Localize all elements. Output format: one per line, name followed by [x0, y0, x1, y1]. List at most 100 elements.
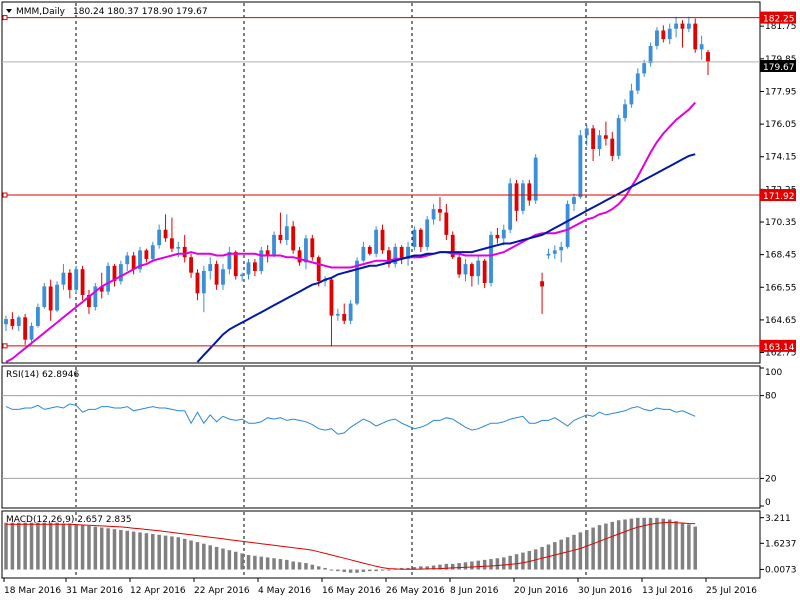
macd-pane[interactable]: 3.211 1.6237 0.0073 MACD(12,26,9) 2.657 2.… [1, 510, 797, 579]
candle-body [603, 135, 608, 139]
macd-bar [693, 526, 697, 570]
candle-body [693, 23, 698, 50]
rsi-tick-label: 100 [765, 368, 782, 378]
price-pane[interactable]: 181.75179.85177.95176.05174.15172.25170.… [1, 1, 797, 364]
price-tick-label: 162.75 [765, 349, 797, 359]
macd-bar [189, 540, 193, 570]
macd-bar [195, 542, 200, 570]
candle-body [48, 286, 53, 311]
candle-body [355, 260, 359, 304]
macd-bar [131, 531, 136, 570]
macd-bar [380, 569, 385, 571]
macd-bar [450, 563, 455, 570]
candle-body [35, 307, 40, 326]
candle-body [80, 269, 85, 296]
price-tick-label: 166.55 [765, 283, 797, 293]
macd-bar [285, 559, 289, 570]
macd-bar [565, 537, 570, 570]
candle-body [623, 104, 627, 119]
time-tick-label: 30 Jun 2016 [578, 586, 632, 596]
macd-bar [297, 562, 302, 570]
macd-bar [99, 527, 104, 570]
time-tick-label: 13 Jul 2016 [642, 586, 693, 596]
macd-bar [304, 563, 308, 570]
candle-body [29, 325, 34, 340]
candle-body [163, 229, 168, 239]
candle-body [284, 226, 289, 241]
candle-body [259, 250, 264, 271]
time-tick-label: 31 Mar 2016 [66, 586, 123, 596]
macd-bar [476, 560, 481, 570]
ohlc-values: 180.24 180.37 178.90 179.67 [73, 7, 208, 17]
macd-bar [233, 551, 238, 570]
candle-body [374, 229, 379, 254]
macd-bar [93, 526, 98, 570]
rsi-title: RSI(14) 62.8946 [6, 370, 79, 380]
price-tick-label: 164.65 [765, 316, 797, 326]
macd-axis: 3.211 1.6237 0.0073 [760, 514, 797, 575]
candle-body [291, 226, 296, 251]
candle-body [521, 183, 525, 211]
candle-body [74, 269, 79, 290]
price-horizontal-levels[interactable]: 182.25 171.92 163.14 [2, 11, 796, 353]
macd-bar [265, 557, 270, 570]
time-tick-label: 16 May 2016 [322, 586, 381, 596]
macd-bar [208, 545, 212, 570]
candle-body [214, 264, 219, 285]
rsi-pane[interactable]: 100 80 20 0 RSI(14) 62.8946 [1, 365, 782, 509]
macd-bar [361, 569, 366, 572]
macd-bar [17, 522, 21, 570]
macd-bar [36, 522, 40, 570]
dropdown-triangle-icon[interactable] [6, 9, 12, 13]
candle-body [393, 246, 398, 265]
macd-bar [29, 522, 34, 570]
rsi-period-separators [75, 367, 587, 507]
macd-bar [291, 561, 295, 570]
candle-body [578, 135, 583, 198]
candle-body [552, 250, 557, 254]
macd-bar [368, 569, 372, 572]
macd-bar [636, 517, 640, 570]
level-price-label: 171.92 [763, 192, 795, 202]
candle-body [642, 63, 647, 74]
macd-bar [463, 562, 468, 570]
macd-bar [246, 555, 251, 570]
level-handle[interactable] [2, 192, 8, 198]
macd-bar [508, 555, 512, 570]
candle-body [304, 238, 308, 263]
macd-tick-label: 3.211 [765, 514, 791, 524]
macd-bar [48, 522, 53, 570]
candle-body [418, 229, 423, 247]
macd-bar [578, 532, 583, 570]
level-price-tag [760, 11, 796, 24]
candle-body [610, 138, 615, 156]
level-handle[interactable] [2, 15, 8, 21]
macd-bar [674, 521, 678, 570]
macd-bar [316, 566, 321, 570]
rsi-tick-label: 0 [765, 498, 771, 508]
candle-body [546, 253, 551, 256]
candle-body [572, 197, 576, 204]
rsi-pane-frame [1, 365, 761, 509]
candle-body [201, 270, 206, 294]
price-axis: 181.75179.85177.95176.05174.15172.25170.… [760, 22, 797, 359]
macd-bar [170, 536, 174, 570]
macd-title: MACD(12,26,9) 2.657 2.835 [6, 515, 132, 525]
macd-bar [687, 524, 691, 570]
current-price-tag: 179.67 [760, 60, 796, 73]
candle-body [297, 250, 302, 263]
candle-body [138, 250, 142, 270]
level-handle[interactable] [2, 343, 8, 349]
candle-body [157, 229, 162, 246]
macd-bar [272, 558, 276, 570]
price-tick-label: 181.75 [765, 22, 797, 32]
candle-body [316, 257, 321, 282]
candle-body [265, 250, 270, 256]
macd-bar [374, 569, 378, 572]
macd-bar [329, 569, 334, 571]
price-tick-label: 168.45 [765, 251, 797, 261]
candle-body [227, 252, 232, 270]
macd-bar [112, 529, 117, 570]
macd-bar [559, 539, 563, 570]
